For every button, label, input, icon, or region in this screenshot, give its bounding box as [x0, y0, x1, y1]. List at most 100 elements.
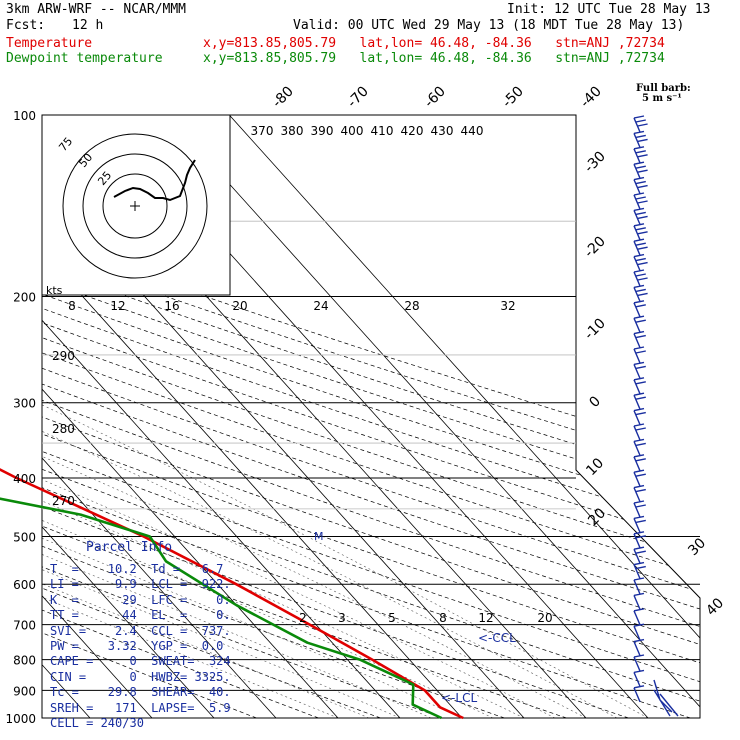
wind-barb — [633, 238, 648, 256]
wind-barb-staff — [633, 672, 641, 687]
wind-barb-flag — [633, 146, 645, 150]
dewpoint-profile-line — [0, 497, 443, 720]
wind-barb-staff — [633, 364, 641, 379]
theta-e-label: 32 — [500, 299, 515, 313]
hodograph-box — [41, 114, 231, 296]
wind-barb-flag — [635, 442, 646, 447]
dry-adiabat — [42, 115, 700, 718]
parcel-info-row: SVI = 2.4 CCL = 737. — [50, 623, 231, 638]
dewpoint-legend-label: Dewpoint temperature — [6, 51, 163, 66]
wind-barb-flag — [635, 257, 646, 262]
wind-barb-flag — [637, 292, 648, 297]
parcel-info-row: LI = 9.9 LCL = 922. — [50, 577, 231, 592]
wind-barb-staff — [633, 271, 641, 287]
data-layer — [0, 115, 679, 720]
wind-barb-staff — [633, 441, 641, 456]
temperature-tick-label: -50 — [499, 83, 526, 110]
wind-barb-staff — [633, 163, 641, 179]
wind-barb — [633, 423, 646, 441]
wind-barb-flag — [635, 396, 646, 400]
temperature-profile-line — [0, 468, 464, 720]
theta-e-label: 24 — [313, 299, 328, 313]
wind-barb-flag — [635, 519, 646, 524]
temperature-tick-label: 40 — [703, 595, 727, 619]
parcel-info-row: TT = 44 EL = 0. — [50, 608, 231, 623]
wind-barb-flag — [633, 638, 645, 643]
wind-barb-staff — [633, 256, 641, 271]
wind-barb-staff — [633, 548, 641, 564]
wind-barb-flag — [635, 381, 646, 385]
moist-adiabat — [42, 296, 525, 718]
wind-barb — [633, 346, 646, 364]
wind-barb-flag — [633, 361, 645, 366]
temperature-tick-label: 0 — [586, 393, 604, 411]
parcel-info-row: Tc = 29.8 SHEAR= 40. — [50, 685, 231, 700]
wind-barb-flag — [633, 669, 645, 674]
temperature-tick-label: -30 — [581, 148, 608, 175]
wind-barb — [633, 531, 646, 549]
wind-barb-staff — [633, 287, 641, 302]
temperature-tick-label: -40 — [577, 83, 604, 110]
wind-barb-staff — [633, 487, 641, 502]
wind-barb — [633, 176, 648, 194]
moist-adiabat — [42, 296, 618, 718]
wind-barb — [633, 515, 646, 533]
wind-barb-staff — [633, 179, 641, 194]
theta-label: 440 — [461, 124, 484, 138]
hodograph-ring — [82, 153, 188, 259]
wind-barb-flag — [633, 161, 645, 165]
mixing-ratio-label: 20 — [537, 611, 552, 625]
wind-barb-flag — [637, 215, 648, 220]
wind-barb-staff — [633, 210, 641, 225]
wind-barb-flag — [633, 377, 645, 381]
wind-barb-flag — [635, 504, 646, 508]
wind-barb-flag — [635, 242, 646, 246]
barb-legend: Full barb: 5 m s⁻¹ — [636, 84, 691, 104]
pressure-tick-label: 300 — [13, 397, 36, 411]
dewpoint-legend-info: x,y=813.85,805.79 lat,lon= 46.48, -84.36… — [203, 51, 665, 66]
wind-barb-staff — [633, 379, 641, 395]
wind-barb-flag — [633, 469, 645, 473]
wind-barb-flag — [635, 350, 646, 354]
wind-barb — [633, 592, 645, 610]
wind-barb-staff — [633, 610, 641, 626]
mixing-ratio-label: 12 — [478, 611, 493, 625]
wind-barb-flag — [633, 531, 645, 535]
isotherm-line — [42, 115, 153, 718]
wind-barb-staff — [633, 456, 641, 472]
theta-e-label: 20 — [232, 299, 247, 313]
theta-label: 410 — [371, 124, 394, 138]
wind-barb-flag — [633, 500, 645, 504]
wind-barb-flag — [635, 150, 646, 154]
wind-barb-flag — [633, 685, 645, 689]
temperature-tick-label: -60 — [421, 83, 448, 110]
dry-adiabat — [42, 115, 700, 718]
temperature-tick-label: -20 — [581, 233, 608, 260]
wind-barb-staff — [633, 595, 641, 610]
hodograph-center — [130, 201, 140, 211]
wind-barb-staff — [633, 240, 641, 256]
wind-barb — [633, 115, 648, 133]
dry-adiabat — [42, 115, 700, 718]
dry-adiabat — [42, 115, 567, 718]
wind-barb — [633, 146, 648, 164]
wind-barb-flag — [637, 184, 648, 189]
isotherm-line — [42, 115, 339, 718]
hodograph-unit-label: kts — [46, 284, 63, 297]
wind-barb-flag — [633, 300, 645, 304]
wind-barb-staff — [633, 502, 641, 518]
wind-barb — [633, 608, 645, 626]
pressure-tick-label: 700 — [13, 619, 36, 633]
wind-barb-flag — [635, 211, 646, 216]
wind-barb-flag — [633, 253, 645, 258]
wind-barb-flag — [635, 565, 646, 570]
wind-barb-flag — [637, 154, 648, 158]
wind-barb-flag — [633, 315, 645, 319]
wind-barb-surface — [653, 679, 679, 717]
wind-barb-flag — [633, 608, 645, 612]
theta-e-label: 12 — [110, 299, 125, 313]
wind-barb-staff — [633, 394, 641, 410]
isotherm-line — [229, 115, 700, 718]
mixing-ratio-label: 5 — [388, 611, 396, 625]
